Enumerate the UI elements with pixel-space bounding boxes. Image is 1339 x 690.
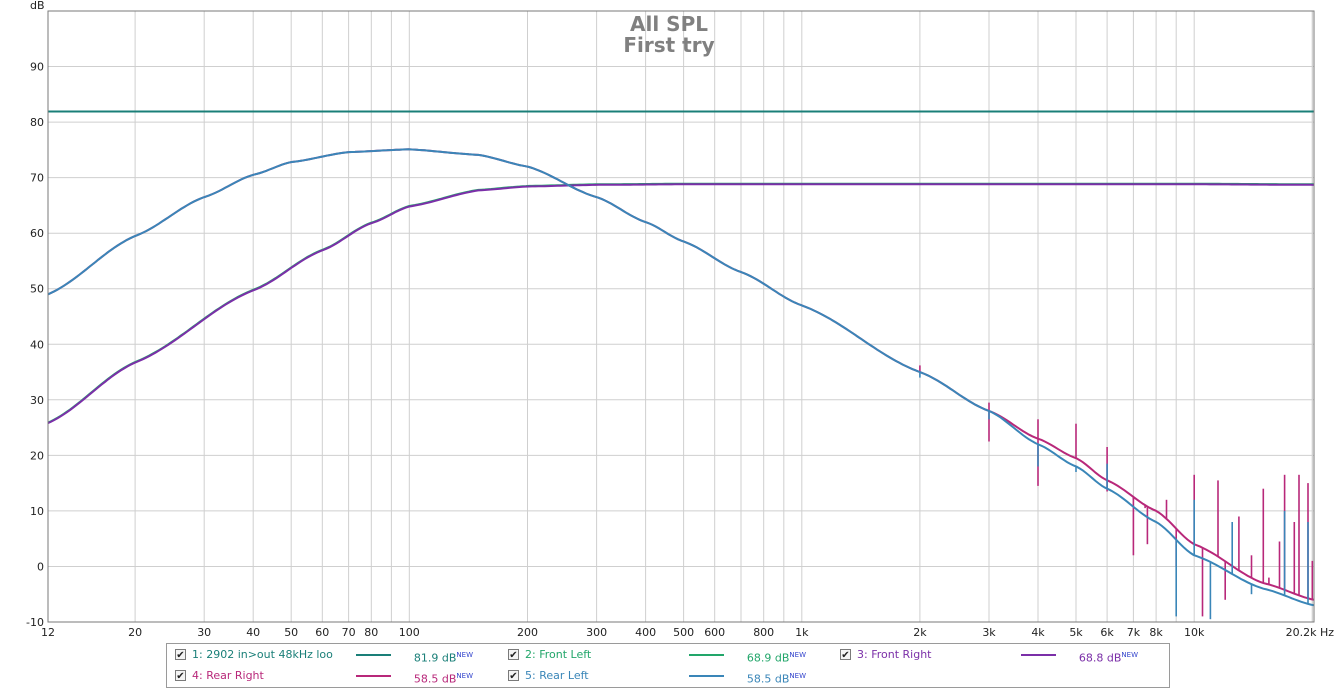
x-tick-labels: 12 20 30 40 50 60 70 80 100 200 300 400 500 600 800 1k 2… <box>41 626 1334 639</box>
x-tick-label: 7k <box>1127 626 1141 639</box>
series-5 <box>48 148 1314 620</box>
x-tick-label: 40 <box>246 626 260 639</box>
checkbox-icon[interactable]: ✔ <box>508 670 519 682</box>
legend-item-value: 81.9 dBNEW <box>413 645 473 669</box>
x-tick-label: 1k <box>795 626 809 639</box>
series-line-3 <box>48 183 1314 425</box>
x-tick-label: 4k <box>1031 626 1045 639</box>
y-axis-label: dB <box>30 0 45 12</box>
series-3 <box>48 183 1314 425</box>
x-tick-label: 500 <box>673 626 694 639</box>
new-badge: NEW <box>456 672 473 680</box>
y-tick-label: 30 <box>30 394 44 407</box>
legend-item-label: 5: Rear Left <box>525 669 589 682</box>
legend-item-value: 58.5 dBNEW <box>746 666 806 690</box>
new-badge: NEW <box>1121 651 1138 659</box>
x-tick-label: 70 <box>342 626 356 639</box>
x-tick-label: 400 <box>635 626 656 639</box>
y-tick-label: 90 <box>30 61 44 74</box>
x-tick-label: 50 <box>284 626 298 639</box>
plot-frame <box>47 10 1315 623</box>
value-text: 68.8 dB <box>1078 651 1122 665</box>
legend-swatch <box>689 675 724 677</box>
y-tick-label: 60 <box>30 227 44 240</box>
legend-item-label: 4: Rear Right <box>192 669 264 682</box>
legend-item-label: 1: 2902 in>out 48kHz loo <box>192 648 333 661</box>
value-text: 58.5 dB <box>746 672 790 686</box>
x-tick-label: 800 <box>753 626 774 639</box>
x-tick-label: 6k <box>1100 626 1114 639</box>
x-tick-label: 20 <box>128 626 142 639</box>
new-badge: NEW <box>789 672 806 680</box>
x-tick-label: 80 <box>364 626 378 639</box>
legend-item-label: 2: Front Left <box>525 648 592 661</box>
value-text: 68.9 dB <box>746 651 790 665</box>
checkbox-icon[interactable]: ✔ <box>175 649 186 661</box>
x-tick-label: 300 <box>586 626 607 639</box>
y-tick-label: 40 <box>30 338 44 351</box>
x-tick-label: 3k <box>982 626 996 639</box>
new-badge: NEW <box>789 651 806 659</box>
x-tick-label: 600 <box>704 626 725 639</box>
checkbox-icon[interactable]: ✔ <box>175 670 186 682</box>
y-tick-label: 80 <box>30 116 44 129</box>
value-text: 81.9 dB <box>413 651 457 665</box>
legend: ✔ 1: 2902 in>out 48kHz loo 81.9 dBNEW ✔ … <box>166 643 1170 688</box>
legend-item-label: 3: Front Right <box>857 648 932 661</box>
x-tick-label: 5k <box>1069 626 1083 639</box>
x-tick-label: 10k <box>1184 626 1205 639</box>
series-line-4 <box>48 148 1314 601</box>
series-line-2 <box>48 182 1314 424</box>
x-tick-label: 200 <box>517 626 538 639</box>
checkbox-icon[interactable]: ✔ <box>508 649 519 661</box>
y-tick-label: 10 <box>30 505 44 518</box>
legend-swatch <box>356 654 391 656</box>
y-tick-label: 70 <box>30 172 44 185</box>
y-tick-labels: -10 0 10 20 30 40 50 60 70 80 90 <box>26 61 44 630</box>
x-tick-label: 12 <box>41 626 55 639</box>
grid-lines <box>48 11 1314 623</box>
value-text: 58.5 dB <box>413 672 457 686</box>
x-tick-label: 100 <box>399 626 420 639</box>
series-2 <box>48 182 1314 424</box>
series-4 <box>48 148 1314 617</box>
y-tick-label: 20 <box>30 449 44 462</box>
legend-swatch <box>356 675 391 677</box>
y-tick-label: -10 <box>26 616 44 629</box>
y-tick-label: 50 <box>30 283 44 296</box>
x-tick-label: 30 <box>197 626 211 639</box>
x-tick-label: 60 <box>315 626 329 639</box>
checkbox-icon[interactable]: ✔ <box>840 649 851 661</box>
legend-item-value: 68.8 dBNEW <box>1078 645 1138 669</box>
legend-swatch <box>689 654 724 656</box>
x-tick-label: 8k <box>1149 626 1163 639</box>
legend-item-value: 68.9 dBNEW <box>746 645 806 669</box>
x-tick-label: 2k <box>913 626 927 639</box>
series-lines <box>48 110 1314 620</box>
legend-item-value: 58.5 dBNEW <box>413 666 473 690</box>
chart-title: All SPL <box>630 12 708 36</box>
legend-swatch <box>1021 654 1056 656</box>
y-tick-label: 0 <box>37 561 44 574</box>
new-badge: NEW <box>456 651 473 659</box>
x-tick-label: 20.2k Hz <box>1286 626 1335 639</box>
chart-subtitle: First try <box>623 33 714 57</box>
series-line-5 <box>48 148 1314 607</box>
